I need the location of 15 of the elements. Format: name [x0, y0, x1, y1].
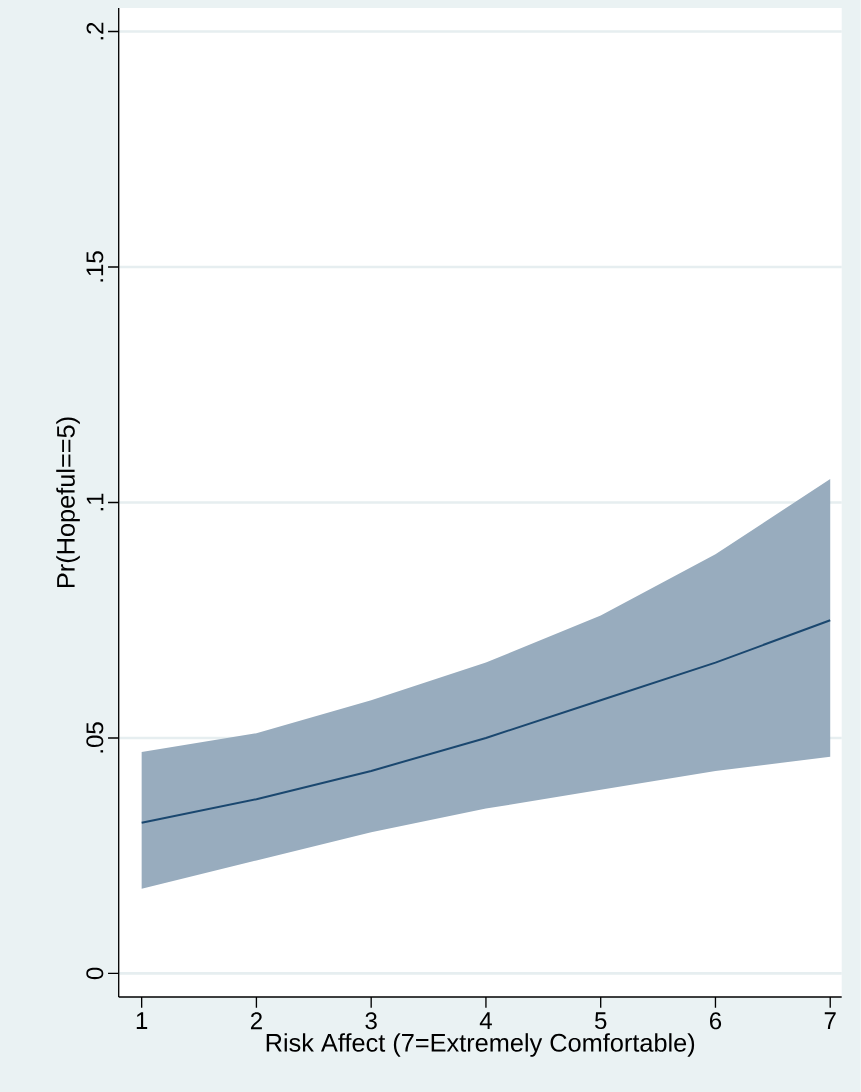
y-tick-label: .1 — [86, 493, 104, 511]
y-tick-label: .2 — [86, 22, 104, 40]
x-tick-label: 7 — [824, 1012, 836, 1029]
x-tick-label: 5 — [595, 1012, 607, 1030]
y-axis-title: Pr(Hopeful==5) — [56, 417, 80, 588]
y-tick-label: .05 — [86, 722, 104, 753]
x-tick-label: 6 — [710, 1012, 722, 1030]
x-tick-label: 3 — [365, 1012, 377, 1030]
x-tick-label: 4 — [479, 1012, 493, 1029]
y-tick-label: .15 — [86, 251, 104, 282]
line-series — [140, 619, 832, 824]
x-tick-label: 1 — [136, 1012, 148, 1029]
x-axis-title: Risk Affect (7=Extremely Comfortable) — [266, 1033, 695, 1057]
y-tick-label: 0 — [86, 967, 104, 980]
x-tick-label: 2 — [251, 1012, 263, 1030]
